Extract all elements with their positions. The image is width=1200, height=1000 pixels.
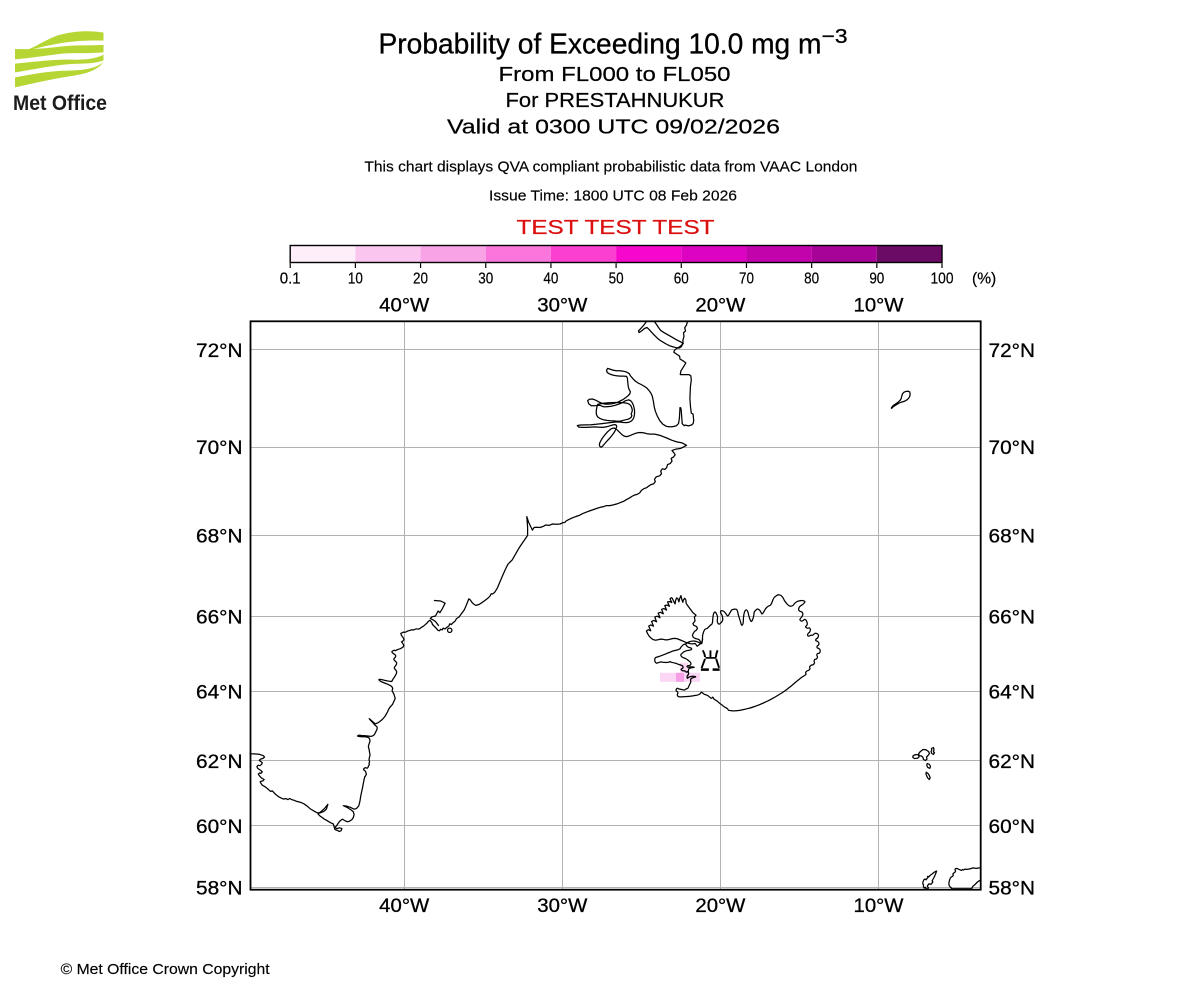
- svg-text:70°N: 70°N: [989, 437, 1036, 459]
- svg-text:40: 40: [543, 271, 558, 288]
- svg-text:40°W: 40°W: [379, 895, 430, 917]
- svg-text:Valid at 0300 UTC 09/02/2026: Valid at 0300 UTC 09/02/2026: [447, 115, 780, 138]
- svg-text:66°N: 66°N: [989, 606, 1036, 628]
- svg-text:30°W: 30°W: [537, 295, 588, 317]
- svg-text:60°N: 60°N: [196, 816, 243, 838]
- svg-text:70°N: 70°N: [196, 437, 243, 459]
- svg-text:60°N: 60°N: [989, 816, 1036, 838]
- svg-text:66°N: 66°N: [196, 606, 243, 628]
- svg-text:0.1: 0.1: [280, 271, 301, 288]
- svg-text:20°W: 20°W: [695, 895, 746, 917]
- svg-text:90: 90: [869, 271, 884, 288]
- svg-text:For PRESTAHNUKUR: For PRESTAHNUKUR: [506, 89, 725, 112]
- svg-text:40°W: 40°W: [379, 295, 430, 317]
- svg-text:20: 20: [413, 271, 428, 288]
- svg-text:58°N: 58°N: [196, 878, 243, 900]
- svg-text:Met Office: Met Office: [13, 91, 107, 115]
- svg-text:10: 10: [348, 271, 363, 288]
- svg-text:62°N: 62°N: [989, 751, 1036, 773]
- svg-text:100: 100: [931, 271, 954, 288]
- svg-text:80: 80: [804, 271, 819, 288]
- svg-text:(%): (%): [972, 271, 996, 288]
- svg-text:64°N: 64°N: [989, 681, 1036, 703]
- svg-text:20°W: 20°W: [695, 295, 746, 317]
- svg-text:68°N: 68°N: [196, 525, 243, 547]
- svg-text:30: 30: [478, 271, 493, 288]
- svg-text:62°N: 62°N: [196, 751, 243, 773]
- svg-text:72°N: 72°N: [989, 340, 1036, 362]
- svg-text:TEST TEST TEST: TEST TEST TEST: [517, 217, 715, 239]
- svg-text:50: 50: [609, 271, 624, 288]
- svg-text:Probability of Exceeding 10.0: Probability of Exceeding 10.0 mg m−3: [379, 25, 848, 61]
- svg-text:10°W: 10°W: [854, 895, 905, 917]
- svg-text:58°N: 58°N: [989, 878, 1036, 900]
- svg-text:72°N: 72°N: [196, 340, 243, 362]
- svg-text:64°N: 64°N: [196, 681, 243, 703]
- svg-text:From FL000 to FL050: From FL000 to FL050: [499, 63, 731, 86]
- svg-text:68°N: 68°N: [989, 525, 1036, 547]
- svg-text:© Met Office Crown Copyright: © Met Office Crown Copyright: [61, 961, 271, 978]
- svg-text:60: 60: [674, 271, 689, 288]
- svg-text:30°W: 30°W: [537, 895, 588, 917]
- svg-text:This chart displays QVA compli: This chart displays QVA compliant probab…: [364, 159, 857, 175]
- svg-text:70: 70: [739, 271, 754, 288]
- svg-text:10°W: 10°W: [854, 295, 905, 317]
- svg-text:Issue Time: 1800 UTC 08 Feb 20: Issue Time: 1800 UTC 08 Feb 2026: [489, 188, 737, 204]
